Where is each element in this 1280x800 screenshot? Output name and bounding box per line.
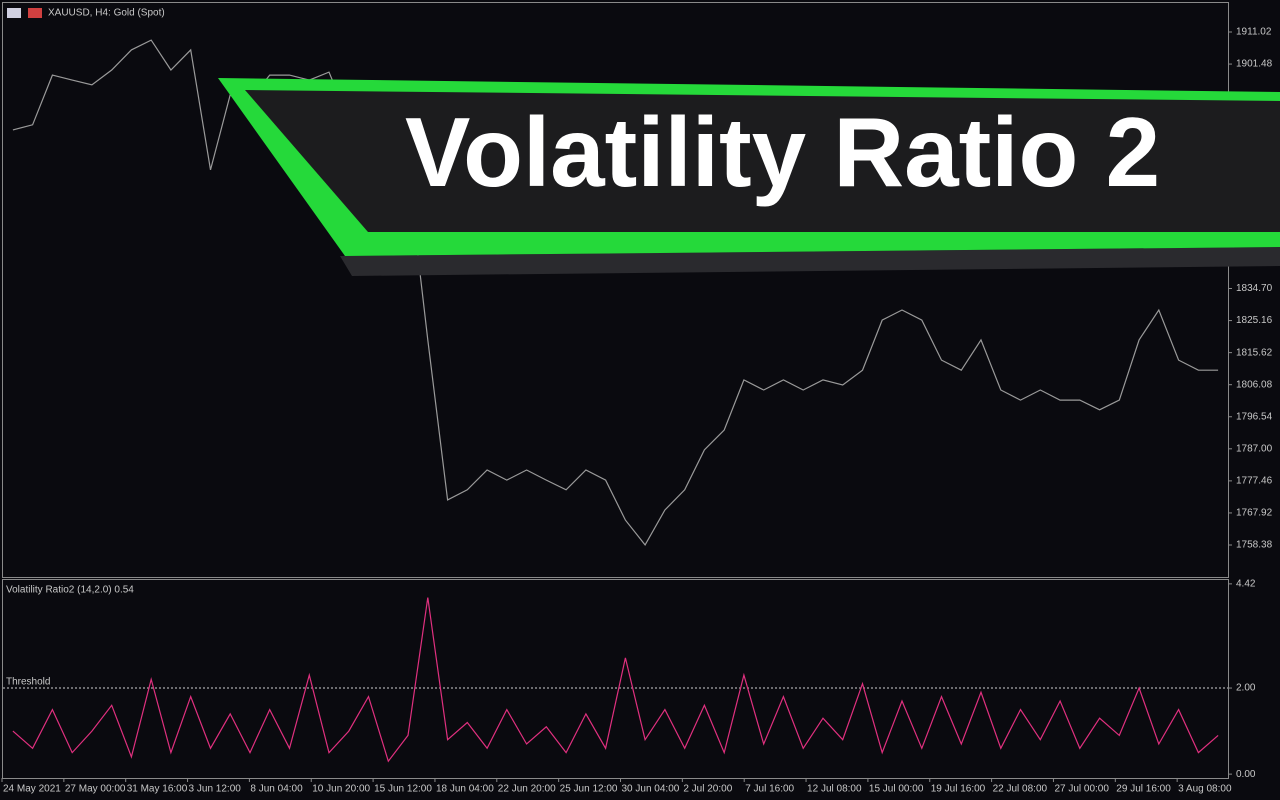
x-tick-label: 22 Jul 08:00: [993, 784, 1048, 795]
x-tick-label: 15 Jul 00:00: [869, 784, 924, 795]
series-line: [12, 597, 1219, 763]
y-tick-label: 0.00: [1236, 769, 1256, 780]
y-tick-label: 1815.62: [1236, 347, 1273, 358]
x-tick-label: 22 Jun 20:00: [498, 784, 556, 795]
price-panel: [2, 2, 1229, 578]
x-tick-label: 7 Jul 16:00: [745, 784, 794, 795]
y-tick-label: 1806.08: [1236, 379, 1273, 390]
series-line: [12, 39, 1219, 546]
x-tick-label: 24 May 2021: [3, 784, 61, 795]
panel-title: Volatility Ratio2 (14,2.0) 0.54: [6, 585, 134, 596]
y-tick-label: 1777.46: [1236, 476, 1273, 487]
y-tick-label: 1825.16: [1236, 315, 1273, 326]
y-tick-label: 1911.02: [1236, 27, 1272, 38]
x-tick-label: 25 Jun 12:00: [560, 784, 618, 795]
x-tick-label: 10 Jun 20:00: [312, 784, 370, 795]
y-tick-label: 1787.00: [1236, 443, 1273, 454]
y-tick-label: 2.00: [1236, 683, 1256, 694]
banner-shadow: [340, 247, 1280, 276]
x-tick-label: 8 Jun 04:00: [250, 784, 303, 795]
x-tick-label: 3 Jun 12:00: [189, 784, 242, 795]
banner-title: Volatility Ratio 2: [405, 97, 1160, 207]
x-tick-label: 15 Jun 12:00: [374, 784, 432, 795]
panel-title: XAUUSD, H4: Gold (Spot): [48, 8, 165, 19]
threshold-label: Threshold: [6, 677, 50, 688]
x-tick-label: 18 Jun 04:00: [436, 784, 494, 795]
banner: Volatility Ratio 2: [218, 78, 1280, 276]
y-tick-label: 1901.48: [1236, 59, 1273, 70]
menu-icon[interactable]: [7, 8, 21, 18]
y-tick-label: 1796.54: [1236, 411, 1273, 422]
chart-icon[interactable]: [28, 8, 42, 18]
x-tick-label: 27 May 00:00: [65, 784, 126, 795]
x-tick-label: 3 Aug 08:00: [1178, 784, 1232, 795]
x-tick-label: 12 Jul 08:00: [807, 784, 862, 795]
x-tick-label: 27 Jul 00:00: [1054, 784, 1109, 795]
x-tick-label: 2 Jul 20:00: [683, 784, 732, 795]
banner-fill: [245, 90, 1280, 232]
y-tick-label: 4.42: [1236, 579, 1256, 590]
x-tick-label: 31 May 16:00: [127, 784, 188, 795]
x-tick-label: 29 Jul 16:00: [1116, 784, 1171, 795]
y-tick-label: 1767.92: [1236, 508, 1273, 519]
y-tick-label: 1758.38: [1236, 540, 1273, 551]
plot-layer: XAUUSD, H4: Gold (Spot)1911.021901.48184…: [1, 8, 1273, 795]
x-tick-label: 30 Jun 04:00: [622, 784, 680, 795]
y-tick-label: 1834.70: [1236, 283, 1273, 294]
indicator-panel: [2, 579, 1229, 779]
x-tick-label: 19 Jul 16:00: [931, 784, 986, 795]
